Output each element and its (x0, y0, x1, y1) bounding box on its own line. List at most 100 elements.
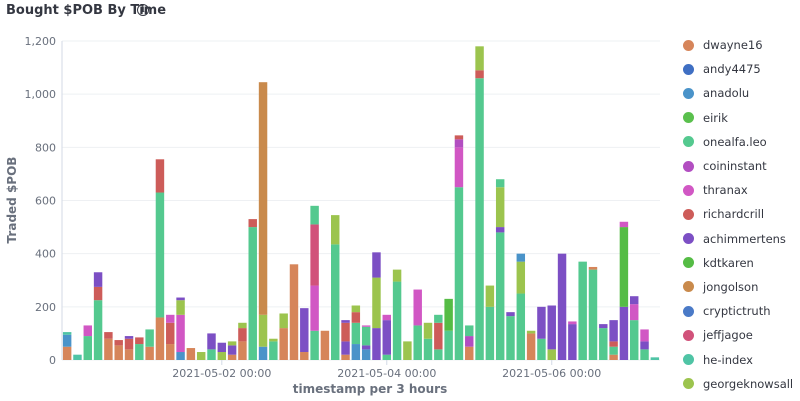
bar-segment-georgeknowsall[interactable] (269, 338, 278, 342)
bar-segment-richardcrill[interactable] (475, 70, 484, 79)
bar-segment-anadolu[interactable] (258, 346, 268, 360)
bar-segment-jeffjagoe[interactable] (310, 224, 319, 286)
bar-segment-georgeknowsall[interactable] (403, 341, 412, 360)
legend-item[interactable]: andy4475 (683, 57, 800, 81)
bar-segment-achimmertens[interactable] (93, 272, 103, 287)
bar-segment-onealfa-leo[interactable] (155, 192, 165, 318)
bar-segment-dwayne16[interactable] (227, 354, 237, 360)
bar-segment-achimmertens[interactable] (176, 297, 185, 301)
bar-segment-thranax[interactable] (166, 314, 175, 323)
bar-segment-anadolu[interactable] (351, 344, 361, 360)
bar-segment-onealfa-leo[interactable] (630, 320, 639, 361)
bar-segment-georgeknowsall[interactable] (423, 322, 433, 339)
bar-segment-dwayne16[interactable] (104, 338, 113, 360)
bar-segment-georgeknowsall[interactable] (547, 349, 556, 360)
bar-segment-georgeknowsall[interactable] (475, 46, 484, 71)
bar-segment-richardcrill[interactable] (114, 340, 123, 346)
bar-segment-achimmertens[interactable] (506, 312, 515, 317)
bar-segment-onealfa-leo[interactable] (444, 330, 453, 360)
bar-segment-achimmertens[interactable] (599, 324, 608, 329)
bar-segment-onealfa-leo[interactable] (310, 205, 319, 225)
bar-segment-onealfa-leo[interactable] (248, 227, 257, 360)
bar-segment-achimmertens[interactable] (372, 252, 381, 278)
bar-segment-onealfa-leo[interactable] (413, 325, 422, 360)
bar-segment-onealfa-leo[interactable] (506, 316, 515, 360)
bar-segment-richardcrill[interactable] (93, 286, 103, 301)
bar-segment-georgeknowsall[interactable] (372, 277, 381, 329)
bar-segment-achimmertens[interactable] (341, 320, 350, 323)
bar-segment-onealfa-leo[interactable] (135, 344, 144, 360)
bar-segment-onealfa-leo[interactable] (495, 179, 505, 188)
bar-segment-he-index[interactable] (62, 332, 72, 335)
bar-segment-thranax[interactable] (568, 321, 577, 325)
bar-segment-onealfa-leo[interactable] (588, 269, 598, 360)
bar-segment-onealfa-leo[interactable] (351, 322, 361, 345)
bar-segment-achimmertens[interactable] (207, 333, 216, 350)
bar-segment-georgeknowsall[interactable] (196, 352, 206, 360)
legend-item[interactable]: dwayne16 (683, 33, 800, 57)
bar-segment-kdtkaren[interactable] (619, 227, 629, 307)
bar-segment-richardcrill[interactable] (434, 322, 443, 350)
bar-segment-onealfa-leo[interactable] (423, 338, 433, 360)
bar-segment-dwayne16[interactable] (320, 330, 330, 360)
bar-segment-achimmertens[interactable] (568, 324, 577, 360)
bar-segment-onealfa-leo[interactable] (475, 78, 484, 360)
bar-segment-dwayne16[interactable] (300, 352, 309, 360)
legend-item[interactable]: anadolu (683, 81, 800, 105)
bar-segment-onealfa-leo[interactable] (495, 232, 505, 360)
bar-segment-achimmertens[interactable] (217, 342, 227, 353)
bar-segment-onealfa-leo[interactable] (392, 281, 402, 360)
legend-item[interactable]: achimmertens (683, 227, 800, 251)
bar-segment-richardcrill[interactable] (104, 332, 113, 339)
bar-segment-onealfa-leo[interactable] (609, 346, 618, 355)
bar-segment-achimmertens[interactable] (495, 227, 505, 233)
bar-segment-dwayne16[interactable] (186, 348, 196, 360)
bar-segment-georgeknowsall[interactable] (227, 341, 237, 346)
bar-segment-georgeknowsall[interactable] (176, 300, 185, 315)
bar-segment-onealfa-leo[interactable] (310, 330, 319, 360)
bar-segment-dwayne16[interactable] (341, 354, 350, 360)
bar-segment-georgeknowsall[interactable] (351, 305, 361, 313)
bar-segment-onealfa-leo[interactable] (537, 338, 546, 360)
bar-segment-achimmertens[interactable] (227, 345, 237, 355)
legend-item[interactable]: onealfa.leo (683, 130, 800, 154)
bar-segment-achimmertens[interactable] (609, 320, 618, 342)
bar-segment-achimmertens[interactable] (547, 305, 556, 350)
bar-segment-coininstant[interactable] (454, 139, 464, 148)
bar-segment-dwayne16[interactable] (62, 346, 72, 360)
bar-segment-onealfa-leo[interactable] (516, 293, 526, 360)
bar-segment-thranax[interactable] (382, 314, 391, 321)
bar-segment-onealfa-leo[interactable] (454, 187, 464, 360)
bar-segment-dwayne16[interactable] (279, 328, 288, 360)
bar-segment-thranax[interactable] (630, 304, 639, 321)
bar-segment-onealfa-leo[interactable] (465, 325, 474, 337)
bar-segment-anadolu[interactable] (176, 352, 185, 360)
bar-segment-achimmertens[interactable] (382, 320, 391, 355)
bar-segment-onealfa-leo[interactable] (145, 329, 154, 347)
bar-segment-georgeknowsall[interactable] (392, 269, 402, 282)
bar-segment-onealfa-leo[interactable] (434, 314, 443, 323)
bar-segment-onealfa-leo[interactable] (361, 326, 371, 346)
bar-segment-thranax[interactable] (454, 147, 464, 188)
bar-segment-achimmertens[interactable] (630, 296, 639, 305)
bar-segment-georgeknowsall[interactable] (526, 330, 536, 334)
bar-segment-thranax[interactable] (83, 325, 92, 337)
bar-segment-achimmertens[interactable] (124, 336, 134, 339)
legend-item[interactable]: he-index (683, 347, 800, 371)
bar-segment-dwayne16[interactable] (238, 341, 247, 360)
bar-segment-dwayne16[interactable] (155, 317, 165, 360)
bar-segment-he-index[interactable] (73, 354, 82, 360)
bar-segment-georgeknowsall[interactable] (238, 322, 247, 329)
bar-segment-dwayne16[interactable] (145, 346, 154, 360)
bar-segment-onealfa-leo[interactable] (578, 261, 587, 360)
bar-segment-anadolu[interactable] (361, 349, 371, 360)
bar-segment-georgeknowsall[interactable] (331, 215, 340, 245)
legend-item[interactable]: jongolson (683, 275, 800, 299)
bar-segment-dwayne16[interactable] (465, 346, 474, 360)
legend-item[interactable]: jeffjagoe (683, 323, 800, 347)
bar-segment-dwayne16[interactable] (124, 349, 134, 360)
bar-segment-achimmertens[interactable] (372, 328, 381, 360)
legend-item[interactable]: kdtkaren (683, 251, 800, 275)
bar-segment-achimmertens[interactable] (361, 345, 371, 350)
bar-segment-georgeknowsall[interactable] (279, 313, 288, 329)
